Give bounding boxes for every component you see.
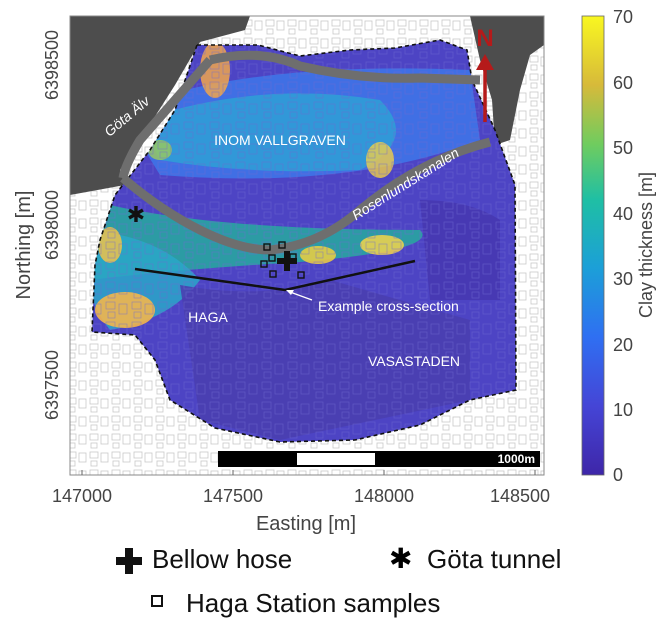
district-label-haga: HAGA [188,309,228,325]
colorbar-tick-label: 10 [613,400,633,420]
bellow-hose-legend-icon [116,548,142,574]
y-tick-label: 6398500 [42,30,62,100]
y-tick-label: 6397500 [42,350,62,420]
north-arrow-label: N [476,25,493,52]
colorbar-tick-label: 20 [613,335,633,355]
river-east [470,16,544,145]
cross-section-label: Example cross-section [318,298,459,314]
x-axis: 147000 147500 148000 148500 Easting [m] [52,470,550,535]
x-axis-title: Easting [m] [256,513,356,535]
y-tick-label: 6398000 [42,190,62,260]
colorbar-tick-label: 30 [613,269,633,289]
x-tick-label: 148000 [354,486,414,506]
colorbar: 70 60 50 40 30 20 10 0 Clay thickness [m… [581,7,656,485]
legend: Bellow hose ✱ Göta tunnel Haga Station s… [0,540,659,618]
y-axis: 6398500 6398000 6397500 Northing [m] [13,30,62,420]
canal-north [208,50,481,85]
clay-thickness-map: ✱ N Göta Älv Rosenlundskanalen INOM VALL… [13,7,656,535]
district-label-vasastaden: VASASTADEN [368,353,460,369]
cross-section-arrow [289,291,313,301]
north-arrow: N [476,25,494,122]
y-axis-title: Northing [m] [13,191,35,300]
legend-label-gota-tunnel: Göta tunnel [427,544,562,574]
haga-station-samples [260,241,305,279]
scale-bar-label: 1000m [498,452,535,466]
colorbar-tick-label: 0 [613,465,623,485]
cross-section-line [134,259,416,292]
x-tick-label: 147000 [52,486,112,506]
gota-tunnel-marker: ✱ [127,202,145,227]
colorbar-tick-label: 70 [613,7,633,27]
colorbar-tick-label: 40 [613,204,633,224]
colorbar-tick-label: 50 [613,138,633,158]
haga-samples-legend-icon [151,595,163,607]
x-tick-label: 148500 [490,486,550,506]
scale-bar: 1000m [218,451,540,467]
clay-surface [92,40,516,442]
river-gota-alv [70,16,250,195]
gota-tunnel-legend-icon: ✱ [389,543,413,574]
legend-label-bellow-hose: Bellow hose [152,544,293,574]
legend-label-haga-samples: Haga Station samples [186,588,441,618]
canal-west [118,57,214,179]
colorbar-tick-label: 60 [613,73,633,93]
study-area-boundary [91,39,517,443]
bellow-hose-marker [277,251,297,271]
district-label-inner: INOM VALLGRAVEN [214,132,346,148]
colorbar-title: Clay thickness [m] [636,172,656,318]
x-tick-label: 147500 [203,486,263,506]
